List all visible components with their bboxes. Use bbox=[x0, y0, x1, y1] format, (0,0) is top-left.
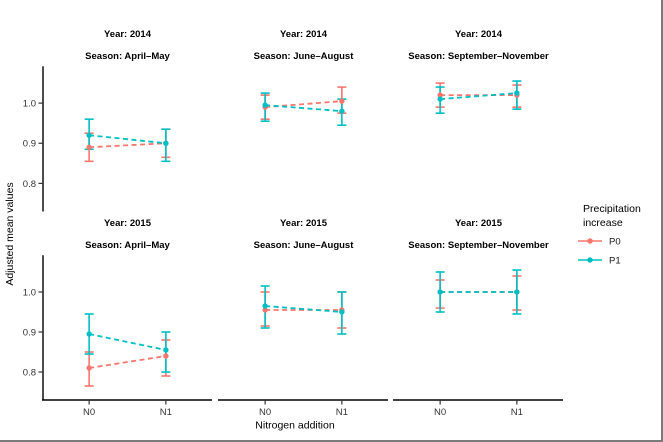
data-point-p0 bbox=[262, 307, 268, 313]
data-point-p1 bbox=[437, 289, 443, 295]
data-point-p1 bbox=[163, 347, 169, 353]
data-point-p1 bbox=[339, 309, 345, 315]
facet-strip-season: Season: June–August bbox=[254, 51, 355, 62]
series-line-p1 bbox=[440, 92, 517, 101]
facet-strip-season: Season: September–November bbox=[408, 240, 549, 251]
legend-title-line2: increase bbox=[583, 217, 623, 229]
legend-key-point-p0 bbox=[587, 238, 593, 244]
data-point-p1 bbox=[262, 102, 268, 108]
y-tick-label: 1.0 bbox=[23, 287, 36, 298]
facet-strip-season: Season: April–May bbox=[85, 240, 170, 251]
y-axis-title: Adjusted mean values bbox=[4, 182, 16, 285]
legend-label-p1: P1 bbox=[609, 255, 621, 266]
data-point-p0 bbox=[86, 365, 92, 371]
facet-strip-season: Season: June–August bbox=[254, 240, 355, 251]
series-line-p1 bbox=[88, 333, 167, 351]
facet-strip-season: Season: April–May bbox=[85, 51, 170, 62]
series-line-p1 bbox=[265, 104, 342, 113]
facet-strip-year: Year: 2015 bbox=[455, 218, 503, 229]
x-tick-label: N1 bbox=[336, 407, 348, 418]
x-tick-label: N0 bbox=[259, 407, 271, 418]
series-line-p1 bbox=[265, 305, 342, 313]
y-tick-label: 1.0 bbox=[23, 99, 36, 110]
data-point-p1 bbox=[514, 289, 520, 295]
legend-label-p0: P0 bbox=[609, 236, 621, 247]
legend-title-line1: Precipitation bbox=[583, 203, 641, 215]
data-point-p0 bbox=[437, 92, 443, 98]
data-point-p1 bbox=[514, 90, 520, 96]
series-line-p0 bbox=[88, 355, 167, 369]
series-line-p0 bbox=[89, 142, 166, 149]
facet-strip-year: Year: 2014 bbox=[280, 29, 328, 40]
legend-key-point-p1 bbox=[587, 257, 593, 263]
x-tick-label: N0 bbox=[83, 407, 95, 418]
y-tick-label: 0.9 bbox=[23, 139, 36, 150]
facet-strip-year: Year: 2014 bbox=[455, 29, 503, 40]
data-point-p0 bbox=[163, 353, 169, 359]
data-point-p1 bbox=[86, 331, 92, 337]
x-tick-label: N1 bbox=[511, 407, 523, 418]
legend: Precipitation increase P0 P1 bbox=[578, 203, 641, 266]
facet-strip-year: Year: 2015 bbox=[280, 218, 328, 229]
facet-strip-season: Season: September–November bbox=[408, 51, 549, 62]
x-axis-title: Nitrogen addition bbox=[255, 420, 335, 432]
series-line-p1 bbox=[89, 134, 166, 145]
data-point-p1 bbox=[86, 132, 92, 138]
data-point-p1 bbox=[163, 140, 169, 146]
legend-entry-p1: P1 bbox=[578, 255, 621, 266]
data-point-p1 bbox=[437, 96, 443, 102]
x-tick-label: N0 bbox=[434, 407, 446, 418]
facet-strip-year: Year: 2014 bbox=[104, 29, 152, 40]
facet-strip-year: Year: 2015 bbox=[104, 218, 152, 229]
data-point-p0 bbox=[86, 144, 92, 150]
data-point-p1 bbox=[262, 303, 268, 309]
legend-entry-p0: P0 bbox=[578, 236, 621, 247]
x-tick-label: N1 bbox=[160, 407, 172, 418]
data-point-p1 bbox=[339, 108, 345, 114]
y-tick-label: 0.8 bbox=[23, 367, 36, 378]
y-tick-label: 0.9 bbox=[23, 327, 36, 338]
data-point-p0 bbox=[339, 98, 345, 104]
y-tick-label: 0.8 bbox=[23, 179, 36, 190]
chart-layers: 1.0 0.9 0.8 1.0 0.9 0.8 N0 N1 N0 N1 N0 N1 Year: 2014… bbox=[23, 29, 563, 418]
